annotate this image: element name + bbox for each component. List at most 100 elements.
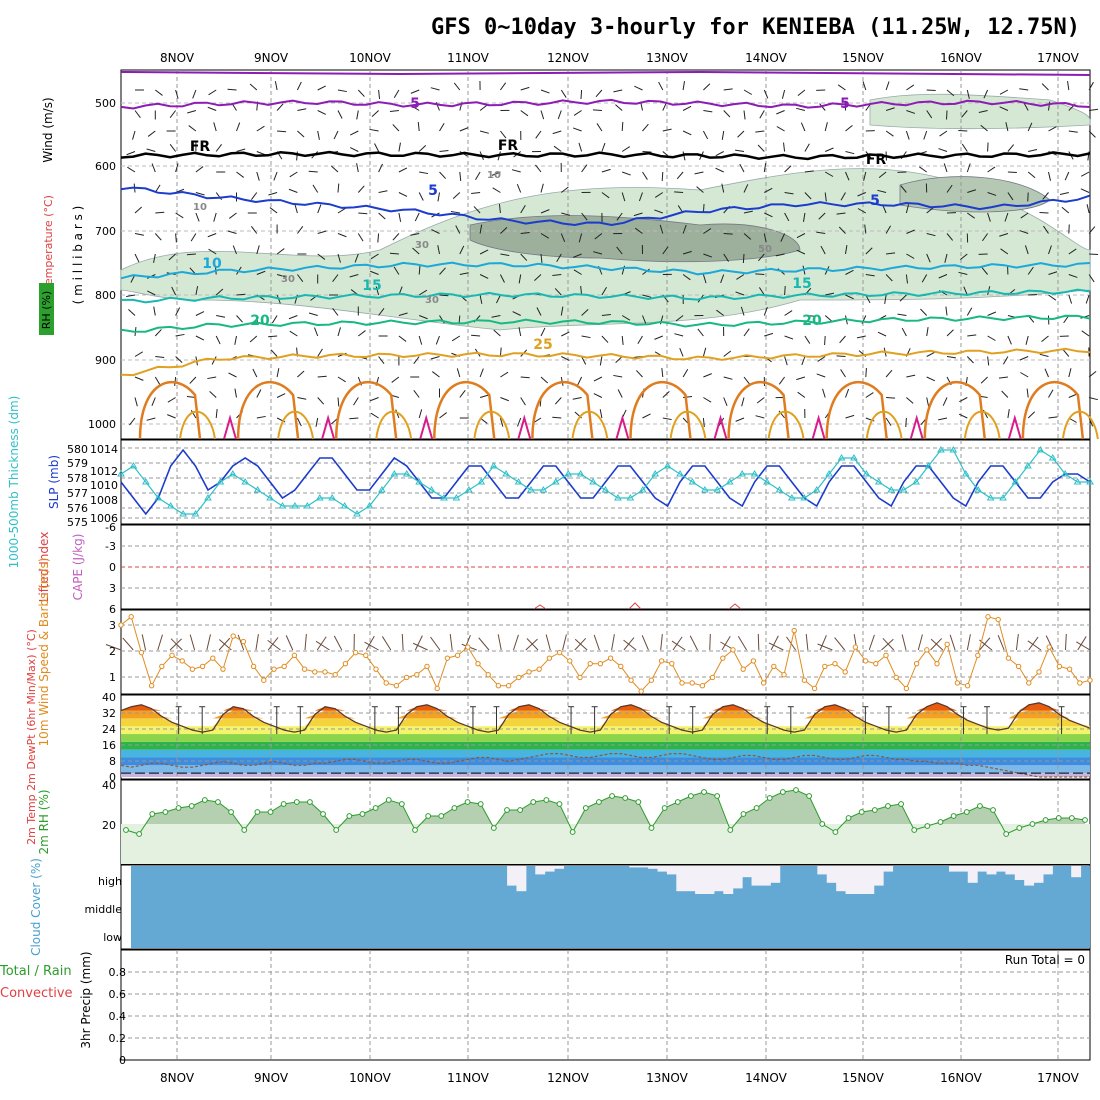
wind-barb [439, 412, 447, 419]
wind-barb [997, 634, 1005, 651]
wind-barb [642, 171, 648, 180]
wind-barb [296, 81, 302, 91]
wind-barb [249, 335, 258, 343]
wind-barb [1081, 330, 1090, 337]
series-marker [850, 454, 858, 461]
series-marker [253, 486, 262, 493]
wind-barb [151, 163, 156, 173]
wind-barb [498, 203, 501, 214]
date-label: 8NOV [160, 1071, 195, 1085]
wind-barb [926, 110, 933, 119]
wind-barb [865, 367, 867, 378]
series-marker [862, 470, 871, 477]
wind-barb [175, 163, 179, 173]
wind-barb [845, 245, 848, 255]
wind-barb [167, 414, 176, 419]
wind-barb [592, 109, 602, 111]
wind-barb [796, 233, 806, 239]
date-label: 15NOV [842, 1071, 884, 1085]
cloud-bar [873, 866, 884, 886]
wind-barb [963, 286, 968, 296]
wind-barb [797, 89, 806, 97]
wind-barb [370, 412, 379, 419]
wind-barb [856, 335, 866, 339]
series-marker [793, 787, 799, 793]
wind-barb [1080, 188, 1090, 193]
wind-barb [500, 371, 509, 378]
wind-barb [1004, 212, 1009, 222]
wind-barb [759, 110, 765, 119]
wind-barb [758, 287, 765, 296]
wind-barb [987, 311, 997, 316]
date-label: 16NOV [940, 51, 982, 65]
series-marker [372, 805, 379, 811]
y-tick-label: 578 [67, 472, 88, 485]
wind-barb [308, 312, 318, 316]
series-marker [148, 683, 155, 689]
wind-barb [513, 634, 519, 651]
series-marker [635, 799, 642, 805]
contour-label: 25 [533, 337, 552, 353]
wind-barb [959, 397, 968, 403]
chart-title: GFS 0~10day 3-hourly for KENIEBA (11.25W… [431, 15, 1080, 40]
series-marker [440, 494, 448, 501]
wind-barb [1086, 204, 1090, 214]
series-marker [307, 799, 313, 805]
wind-barb [817, 356, 826, 362]
series-marker [546, 655, 553, 661]
rh-legend-box [39, 283, 54, 335]
wind-barb [1007, 144, 1015, 152]
date-label: 17NOV [1037, 1071, 1079, 1085]
wind-barb [256, 270, 266, 275]
series-marker [490, 825, 497, 831]
isotherm-arc [334, 380, 398, 440]
series-marker [241, 827, 248, 833]
wind-barb [581, 212, 588, 221]
wind-barb [987, 192, 997, 196]
wind-barb [491, 315, 501, 318]
series-marker [658, 658, 665, 664]
cloud-bar [770, 866, 781, 883]
series-marker [451, 805, 458, 811]
wind-barb [297, 226, 304, 234]
isotherm-line [121, 288, 1091, 304]
wind-barb [658, 81, 664, 91]
wind-barb [1085, 294, 1090, 304]
series-marker [179, 510, 187, 517]
cloud-bar [713, 866, 724, 892]
wind-barb [256, 125, 265, 132]
wind-barb [552, 130, 562, 135]
wind-barb [357, 185, 365, 193]
series-marker [464, 799, 471, 805]
wind-barb [654, 209, 663, 214]
series-marker [517, 807, 524, 813]
series-marker [175, 805, 182, 811]
series-marker [661, 805, 668, 811]
wind-barb [703, 253, 713, 258]
wind-barb [437, 192, 440, 202]
wind-barb [419, 315, 428, 320]
wind-barb [304, 634, 307, 651]
cloud-bar [535, 866, 546, 875]
series-marker [191, 510, 200, 517]
isotherm-arc [531, 380, 594, 440]
wind-barb [1067, 81, 1070, 91]
wind-barb [459, 171, 462, 182]
wind-barb [642, 268, 650, 275]
wind-barb [877, 189, 887, 193]
wind-barb [389, 252, 399, 255]
wind-barb [154, 329, 162, 337]
cloud-bar [648, 866, 659, 869]
cloud-bar [638, 866, 649, 868]
series-marker [149, 811, 156, 817]
contour-label: 20 [250, 313, 270, 329]
y-tick-label: -6 [105, 521, 116, 534]
wind-barb [881, 638, 894, 651]
wind-barb [418, 144, 427, 152]
wind-barb [775, 253, 785, 257]
wind-barb [615, 104, 623, 111]
wind-barb [271, 315, 278, 324]
wind-barb [938, 148, 948, 152]
y-tick-label: 3 [109, 582, 116, 595]
contour-label: 5 [870, 193, 880, 209]
